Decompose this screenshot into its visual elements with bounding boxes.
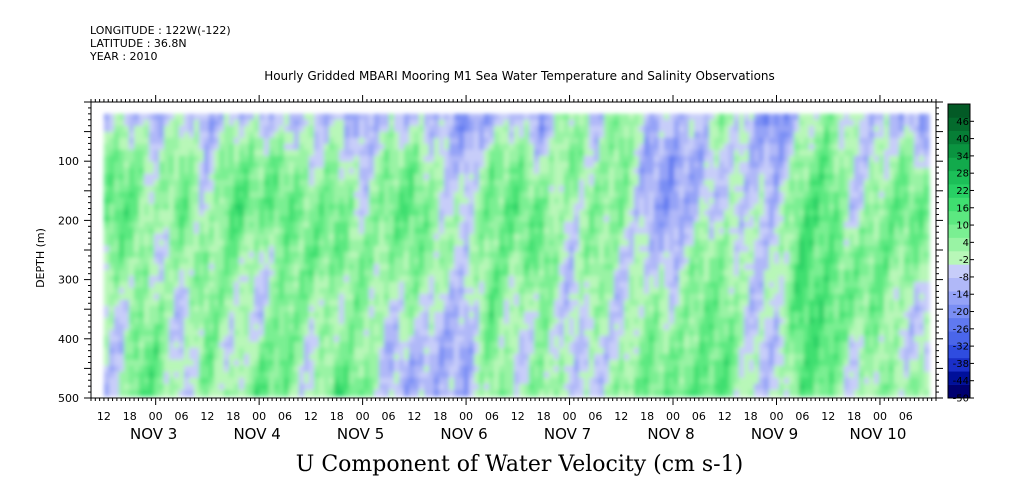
year-label: YEAR : 2010 [90, 50, 158, 63]
y-tick-label: 100 [58, 155, 79, 168]
colorbar-swatch [948, 157, 970, 172]
colorbar-label: 34 [956, 151, 969, 162]
colorbar-label: -14 [953, 290, 969, 301]
colorbar-label: -44 [953, 376, 969, 387]
colorbar-swatch [948, 130, 970, 145]
hour-tick-label: 18 [640, 410, 654, 423]
colorbar-label: 40 [956, 134, 969, 145]
day-tick-label: NOV 10 [850, 425, 907, 443]
hour-tick-label: 12 [97, 410, 111, 423]
hour-tick-label: 18 [226, 410, 240, 423]
hour-tick-label: 18 [744, 410, 758, 423]
day-tick-label: NOV 5 [337, 425, 384, 443]
hour-tick-label: 12 [718, 410, 732, 423]
hour-tick-label: 18 [433, 410, 447, 423]
colorbar-swatch [948, 224, 970, 238]
colorbar-swatch [948, 384, 970, 399]
colorbar-swatch [948, 251, 970, 265]
hour-tick-label: 00 [459, 410, 473, 423]
colorbar-label: 46 [956, 117, 969, 128]
hour-tick-label: 18 [330, 410, 344, 423]
longitude-label: LONGITUDE : 122W(-122) [90, 24, 231, 37]
hour-tick-label: 06 [278, 410, 292, 423]
colorbar-label: -26 [953, 324, 969, 335]
hour-tick-label: 00 [769, 410, 783, 423]
hour-tick-label: 00 [252, 410, 266, 423]
hour-tick-label: 00 [666, 410, 680, 423]
colorbar-label: -38 [953, 359, 969, 370]
hour-tick-label: 12 [614, 410, 628, 423]
day-tick-label: NOV 7 [544, 425, 591, 443]
day-tick-label: NOV 3 [130, 425, 177, 443]
colorbar-swatch [948, 117, 970, 132]
hour-tick-label: 06 [692, 410, 706, 423]
chart-title: Hourly Gridded MBARI Mooring M1 Sea Wate… [264, 69, 775, 83]
colorbar-label: -8 [959, 272, 969, 283]
hour-tick-label: 12 [511, 410, 525, 423]
hour-tick-label: 06 [175, 410, 189, 423]
colorbar-swatch [948, 344, 970, 359]
hour-tick-label: 00 [563, 410, 577, 423]
colorbar-swatch [948, 371, 970, 385]
colorbar-label: 16 [956, 203, 969, 214]
latitude-label: LATITUDE : 36.8N [90, 37, 187, 50]
colorbar-label: -20 [953, 307, 969, 318]
y-axis-label: DEPTH (m) [34, 228, 47, 288]
colorbar-frame [947, 103, 971, 399]
hour-tick-label: 18 [847, 410, 861, 423]
hour-tick-label: 18 [123, 410, 137, 423]
hour-tick-label: 06 [381, 410, 395, 423]
colorbar-label: -2 [959, 255, 969, 266]
variable-label: U Component of Water Velocity (cm s-1) [295, 452, 744, 477]
colorbar-swatch [948, 197, 970, 212]
y-tick-label: 200 [58, 214, 79, 227]
hour-tick-label: 06 [795, 410, 809, 423]
hour-tick-label: 06 [588, 410, 602, 423]
day-tick-label: NOV 6 [440, 425, 487, 443]
y-tick-label: 500 [58, 392, 79, 405]
colorbar-label: 10 [956, 221, 969, 232]
hour-tick-label: 12 [407, 410, 421, 423]
colorbar-label: -50 [953, 394, 969, 405]
colorbar-swatch [948, 210, 970, 225]
hour-tick-label: 06 [899, 410, 913, 423]
hour-tick-label: 00 [149, 410, 163, 423]
colorbar-swatch [948, 277, 970, 292]
colorbar-swatch [948, 144, 970, 158]
colorbar-swatch [948, 304, 970, 319]
colorbar-label: -32 [953, 342, 969, 353]
colorbar-swatch [948, 317, 970, 332]
hour-tick-label: 18 [537, 410, 551, 423]
colorbar-swatch [948, 264, 970, 279]
colorbar-swatch [948, 104, 970, 118]
colorbar-label: 22 [956, 186, 969, 197]
velocity-field [103, 113, 930, 397]
colorbar-label: 28 [956, 169, 969, 180]
colorbar-swatch [948, 184, 970, 198]
colorbar-swatch [948, 331, 970, 345]
colorbar: -50 -44 -38 -32 -26 -20 -14 -8 -2 4 10 16 22 28 34 40 46 [947, 103, 974, 405]
hour-tick-label: 00 [873, 410, 887, 423]
colorbar-label: 4 [963, 238, 969, 249]
colorbar-swatch [948, 170, 970, 185]
colorbar-swatch [948, 237, 970, 252]
y-tick-label: 300 [58, 274, 79, 287]
hour-tick-label: 06 [485, 410, 499, 423]
y-tick-label: 400 [58, 333, 79, 346]
day-tick-label: NOV 4 [233, 425, 280, 443]
plot-axes: 12 18 00 06 12 18 00 06 12 18 00 06 12 18 00 06 12 18 00 06… [58, 95, 943, 443]
hour-tick-label: 12 [304, 410, 318, 423]
hour-tick-label: 00 [356, 410, 370, 423]
colorbar-swatch [948, 291, 970, 305]
colorbar-swatch [948, 357, 970, 372]
hour-tick-label: 12 [821, 410, 835, 423]
day-tick-label: NOV 9 [751, 425, 798, 443]
day-tick-label: NOV 8 [647, 425, 694, 443]
hour-tick-label: 12 [200, 410, 214, 423]
